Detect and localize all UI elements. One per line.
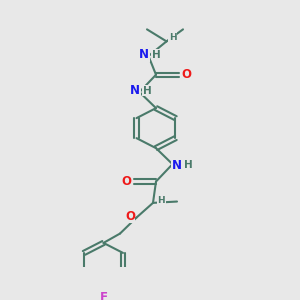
Text: H: H bbox=[184, 160, 193, 170]
Text: N: N bbox=[172, 159, 182, 172]
Text: N: N bbox=[139, 48, 149, 61]
Text: H: H bbox=[169, 33, 176, 42]
Text: O: O bbox=[125, 210, 135, 223]
Text: H: H bbox=[142, 86, 152, 96]
Text: H: H bbox=[152, 50, 160, 60]
Text: H: H bbox=[158, 196, 165, 205]
Text: O: O bbox=[181, 68, 191, 81]
Text: N: N bbox=[130, 84, 140, 97]
Text: O: O bbox=[121, 175, 131, 188]
Text: F: F bbox=[100, 291, 107, 300]
